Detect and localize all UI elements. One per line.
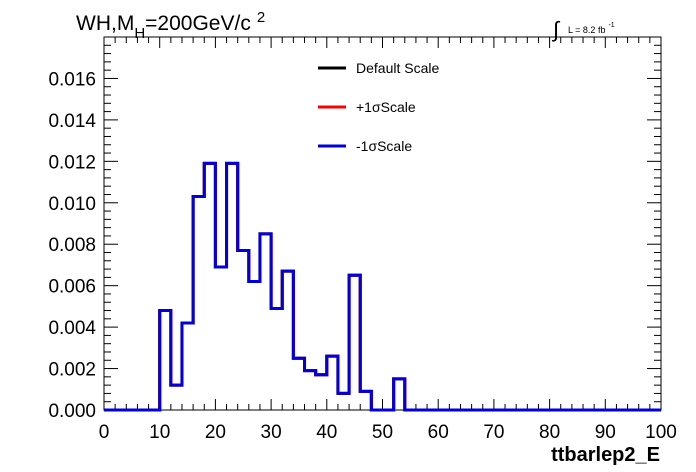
luminosity-label: ∫ L = 8.2 fb -1 <box>551 17 615 42</box>
x-tick-label: 50 <box>372 422 393 443</box>
x-tick-label: 70 <box>483 422 504 443</box>
series-line-1 <box>104 161 661 412</box>
series-line-0 <box>104 161 661 412</box>
chart-title: WH,MH=200GeV/c 2 <box>76 9 265 42</box>
y-tick-label: 0.014 <box>48 111 96 132</box>
y-tick-label: 0.010 <box>48 194 96 215</box>
x-tick-label: 90 <box>595 422 616 443</box>
plot-frame <box>103 36 662 411</box>
x-tick-label: 60 <box>428 422 449 443</box>
x-axis-label: ttbarlep2_E <box>551 444 660 466</box>
x-tick-label: 10 <box>149 422 170 443</box>
x-axis: 0 10 20 30 40 50 60 70 80 90 100 <box>99 37 677 443</box>
series-line-2 <box>104 161 661 412</box>
x-tick-label: 20 <box>205 422 226 443</box>
x-tick-label: 40 <box>316 422 337 443</box>
y-tick-label: 0.006 <box>48 277 96 298</box>
integral-symbol: ∫ <box>551 17 561 42</box>
y-axis: 0.000 0.002 0.004 0.006 0.008 0.010 0.012 0.014… <box>48 36 661 422</box>
y-tick-label: 0.002 <box>48 360 96 381</box>
x-tick-label: 80 <box>539 422 560 443</box>
y-tick-label: 0.016 <box>48 69 96 90</box>
x-tick-label: 100 <box>645 422 677 443</box>
x-tick-label: 30 <box>261 422 282 443</box>
legend: Default Scale +1σScale -1σScale <box>318 60 439 154</box>
y-tick-label: 0.008 <box>48 235 96 256</box>
legend-label-1: +1σScale <box>356 99 416 115</box>
y-tick-label: 0.012 <box>48 152 96 173</box>
series-group <box>104 161 661 412</box>
svg-text:L = 8.2 fb-1: L = 8.2 fb -1 <box>568 22 615 35</box>
luminosity-exponent: -1 <box>608 22 614 29</box>
x-tick-label: 0 <box>99 422 110 443</box>
y-tick-label: 0.004 <box>48 318 96 339</box>
legend-label-0: Default Scale <box>356 60 439 76</box>
legend-label-2: -1σScale <box>356 138 412 154</box>
luminosity-text: L = 8.2 fb <box>568 25 605 35</box>
y-tick-label: 0.000 <box>48 401 96 422</box>
